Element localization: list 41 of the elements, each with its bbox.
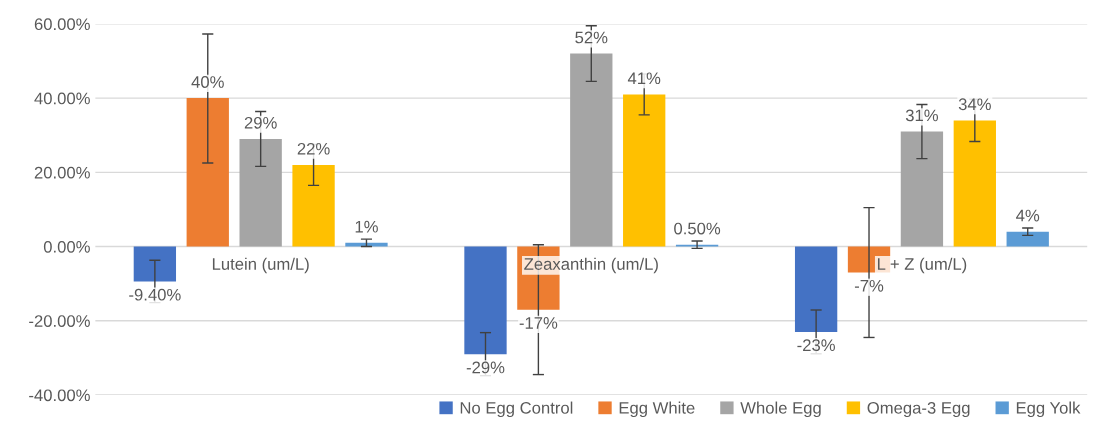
- bar: [133, 246, 177, 282]
- data-label: 1%: [355, 220, 378, 233]
- x-tick-label: Lutein (um/L): [212, 257, 309, 274]
- y-tick-label: 20.00%: [34, 166, 90, 179]
- data-label: -23%: [797, 339, 835, 352]
- legend-label: Omega-3 Egg: [867, 401, 970, 418]
- bar: [239, 138, 282, 247]
- y-tick-label: 0.00%: [43, 240, 90, 253]
- bar: [570, 53, 613, 247]
- data-label: -17%: [519, 317, 558, 329]
- data-label: 22%: [297, 142, 330, 155]
- data-label: 40%: [191, 76, 224, 88]
- data-label: 31%: [905, 109, 939, 122]
- bar: [1006, 231, 1049, 247]
- y-tick-label: 40.00%: [34, 92, 90, 105]
- data-label: -29%: [466, 361, 505, 374]
- bar: [186, 98, 229, 247]
- y-tick-label: -40.00%: [29, 389, 90, 402]
- data-label: 41%: [627, 72, 661, 85]
- legend-label: Whole Egg: [740, 401, 821, 418]
- bar: [953, 120, 996, 247]
- x-tick-label: Zeaxanthin (um/L): [524, 257, 658, 274]
- data-label: -7%: [854, 279, 884, 292]
- y-tick-label: 60.00%: [34, 18, 90, 31]
- bar: [292, 164, 335, 247]
- data-label: 0.50%: [674, 222, 721, 235]
- bar: [623, 94, 666, 247]
- data-label: 29%: [244, 116, 277, 129]
- bar: [345, 242, 388, 247]
- data-label: 34%: [958, 98, 991, 111]
- legend-label: No Egg Control: [460, 401, 573, 418]
- data-label: -9.40%: [129, 288, 181, 301]
- legend-label: Egg Yolk: [1016, 401, 1081, 418]
- bar: [464, 246, 507, 355]
- x-tick-label: L + Z (um/L): [877, 257, 967, 274]
- y-tick-label: -20.00%: [29, 315, 90, 327]
- bar: [794, 246, 838, 332]
- data-label: 52%: [575, 31, 608, 44]
- legend-label: Egg White: [619, 401, 695, 418]
- bar: [900, 131, 944, 247]
- data-label: 4%: [1016, 209, 1040, 222]
